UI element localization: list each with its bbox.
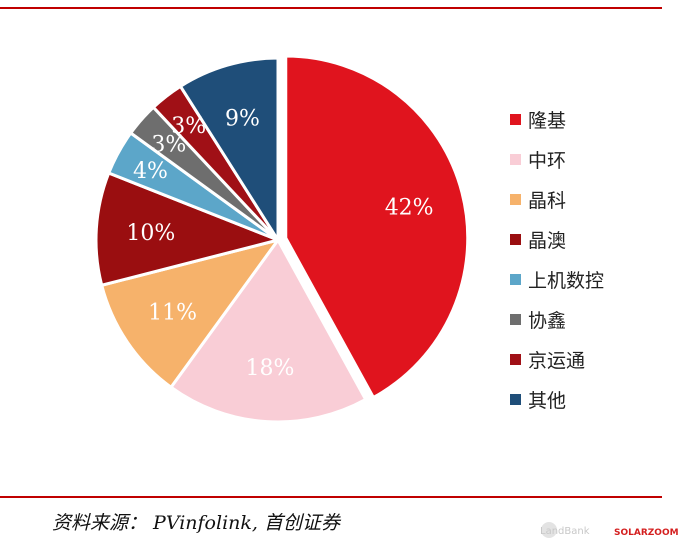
slice-label: 11% — [148, 301, 197, 326]
legend-label: 上机数控 — [528, 270, 604, 292]
watermark-logo-icon — [541, 522, 557, 538]
slice-label: 18% — [246, 356, 295, 381]
pie-slice — [178, 56, 280, 246]
slice-label: 9% — [225, 107, 260, 132]
legend-label: 协鑫 — [528, 310, 566, 332]
legend-swatch — [510, 314, 521, 325]
legend-swatch — [510, 194, 521, 205]
top-rule — [0, 7, 662, 9]
legend-swatch — [510, 394, 521, 405]
legend-swatch — [510, 234, 521, 245]
legend-label: 晶澳 — [528, 230, 566, 252]
legend-label: 中环 — [528, 150, 566, 172]
pie-slice-labels: 42% 18% 11% 10% 4%3%3% 9% — [126, 107, 433, 381]
watermark-brand: SOLARZOOM — [614, 528, 679, 538]
pie-slice — [94, 171, 283, 288]
slice-label: 3% — [171, 114, 206, 139]
legend-label: 京运通 — [528, 350, 585, 372]
legend-label: 其他 — [528, 390, 566, 412]
legend-swatch — [510, 114, 521, 125]
legend-label: 晶科 — [528, 190, 566, 212]
watermark-text: LandBank — [540, 526, 590, 537]
legend-swatch — [510, 274, 521, 285]
source-note: 资料来源： PVinfolink, 首创证券 — [52, 512, 340, 534]
slice-label: 3% — [151, 133, 186, 158]
pie-slices — [94, 54, 470, 424]
pie-slice — [99, 237, 282, 390]
legend-swatch — [510, 154, 521, 165]
slice-label: 4% — [133, 159, 168, 184]
bottom-rule — [0, 496, 662, 498]
legend-label: 隆基 — [528, 110, 566, 132]
slice-label: 10% — [126, 221, 175, 246]
legend-swatch — [510, 354, 521, 365]
pie-slice — [284, 54, 470, 400]
slice-label: 42% — [385, 195, 434, 220]
pie-slice — [168, 237, 368, 424]
